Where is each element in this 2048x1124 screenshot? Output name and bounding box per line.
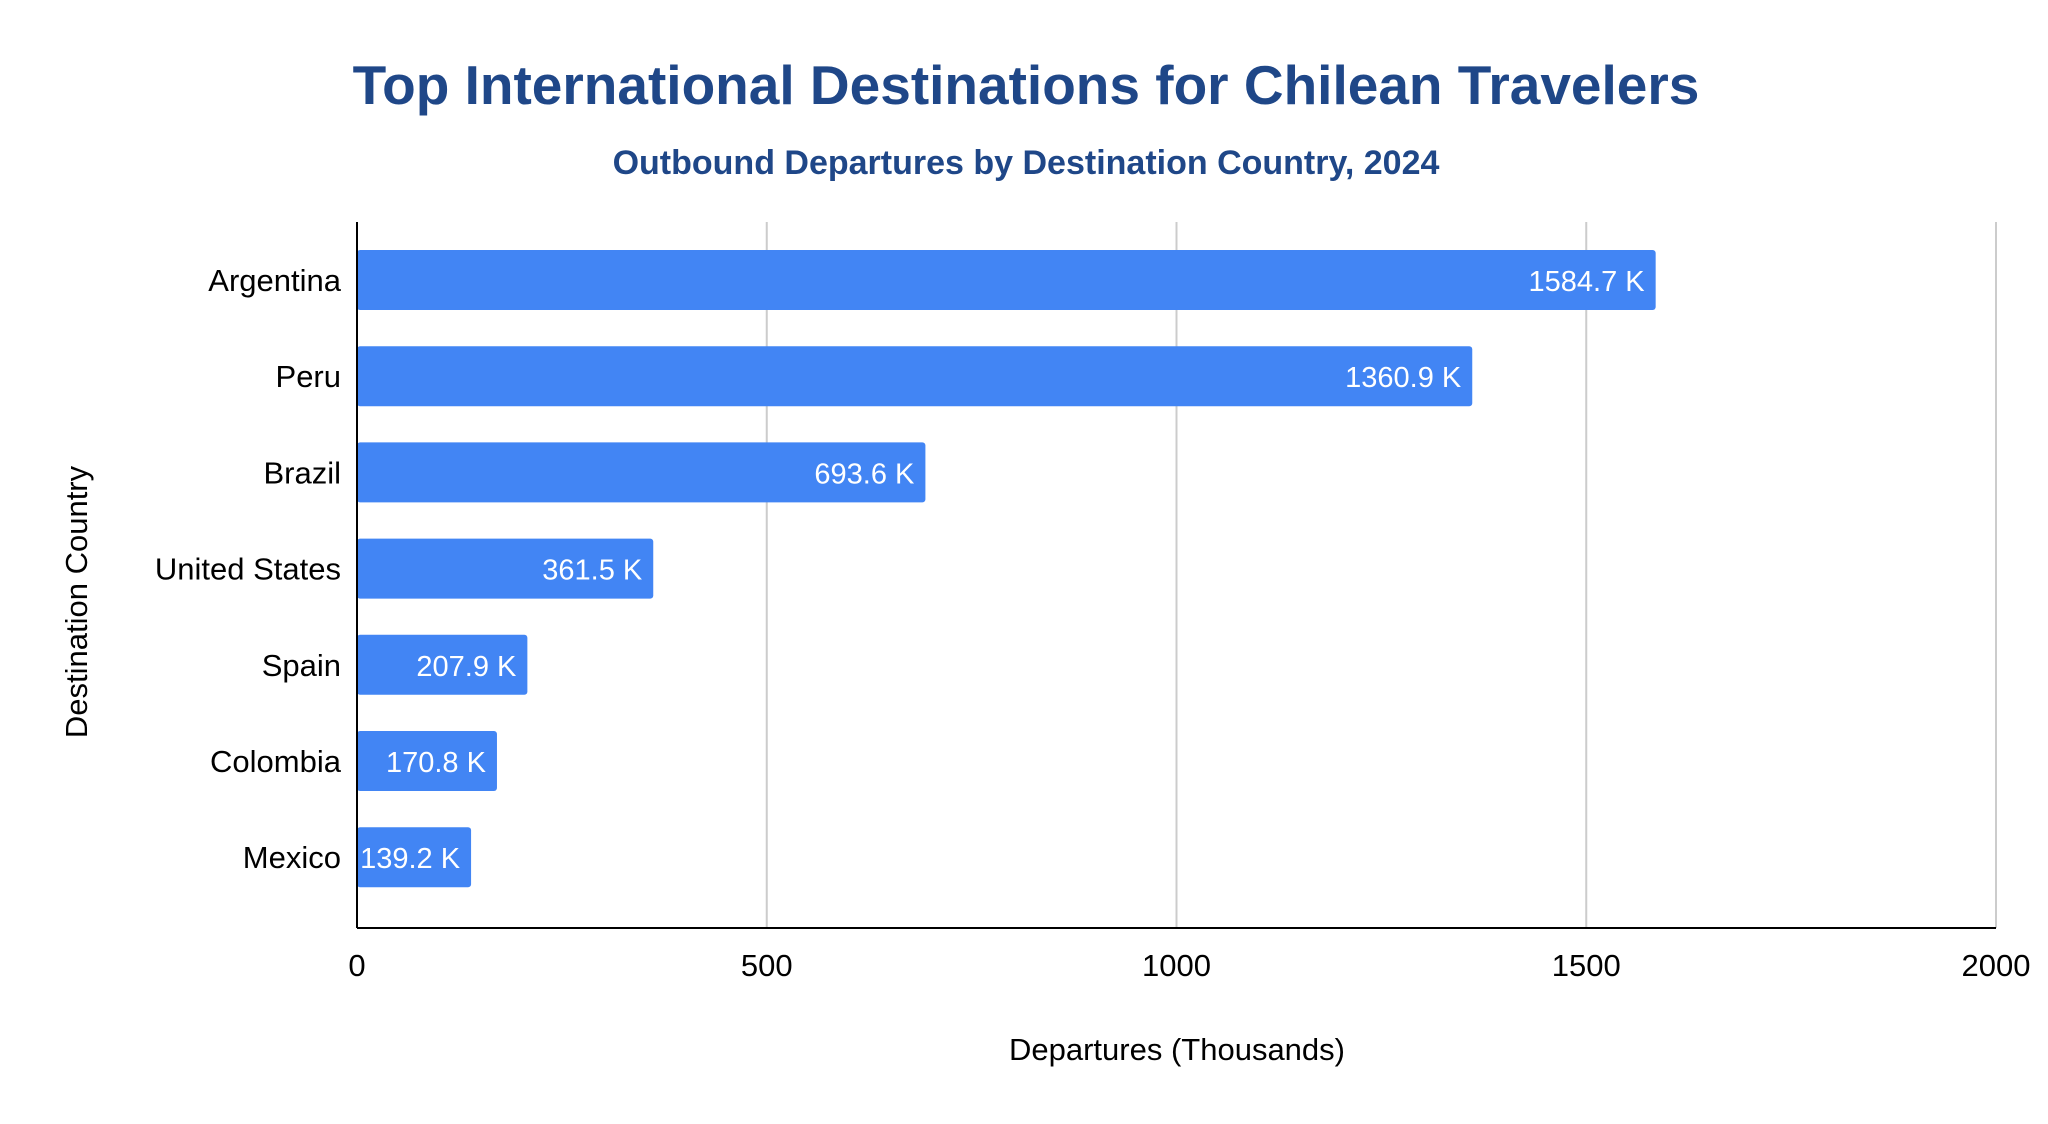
grid-lines — [765, 222, 1997, 928]
category-label: Spain — [262, 648, 341, 683]
bars — [357, 250, 1656, 888]
category-label: Peru — [276, 359, 341, 394]
bar-value-label: 170.8 K — [386, 747, 487, 779]
x-tick-label: 1000 — [1142, 948, 1211, 983]
x-tick-label: 1500 — [1552, 948, 1621, 983]
y-axis-label: Destination Country — [59, 465, 94, 738]
bar-value-label: 1584.7 K — [1529, 266, 1646, 298]
bar-value-label: 139.2 K — [360, 843, 461, 875]
category-label: Brazil — [263, 455, 341, 490]
x-axis-label: Departures (Thousands) — [1009, 1032, 1345, 1067]
bar-value-label: 1360.9 K — [1345, 362, 1462, 394]
x-tick-label: 2000 — [1962, 948, 2031, 983]
x-tick-label: 500 — [741, 948, 793, 983]
bar-value-label: 361.5 K — [542, 555, 643, 587]
category-labels: Argentina Peru Brazil United States Spain Col… — [155, 263, 342, 875]
bar — [357, 250, 1656, 310]
bar — [357, 346, 1473, 407]
x-tick-labels: 0 500 1000 1500 2000 — [348, 948, 2030, 983]
bar — [357, 634, 528, 695]
bar — [357, 731, 497, 791]
bar — [357, 827, 472, 888]
chart-title: Top International Destinations for Chile… — [353, 54, 1700, 116]
category-label: Mexico — [243, 840, 341, 875]
x-tick-label: 0 — [348, 948, 365, 983]
bar — [357, 442, 926, 503]
chart-subtitle: Outbound Departures by Destination Count… — [613, 144, 1440, 182]
bar-value-label: 207.9 K — [416, 651, 517, 683]
category-label: Colombia — [210, 744, 342, 779]
bar-value-label: 693.6 K — [814, 458, 915, 490]
category-label: United States — [155, 552, 341, 587]
bar-value-labels: 1584.7 K 1360.9 K 693.6 K 361.5 K 207.9 K 170… — [360, 266, 1645, 875]
category-label: Argentina — [208, 263, 341, 298]
bar — [357, 538, 654, 599]
